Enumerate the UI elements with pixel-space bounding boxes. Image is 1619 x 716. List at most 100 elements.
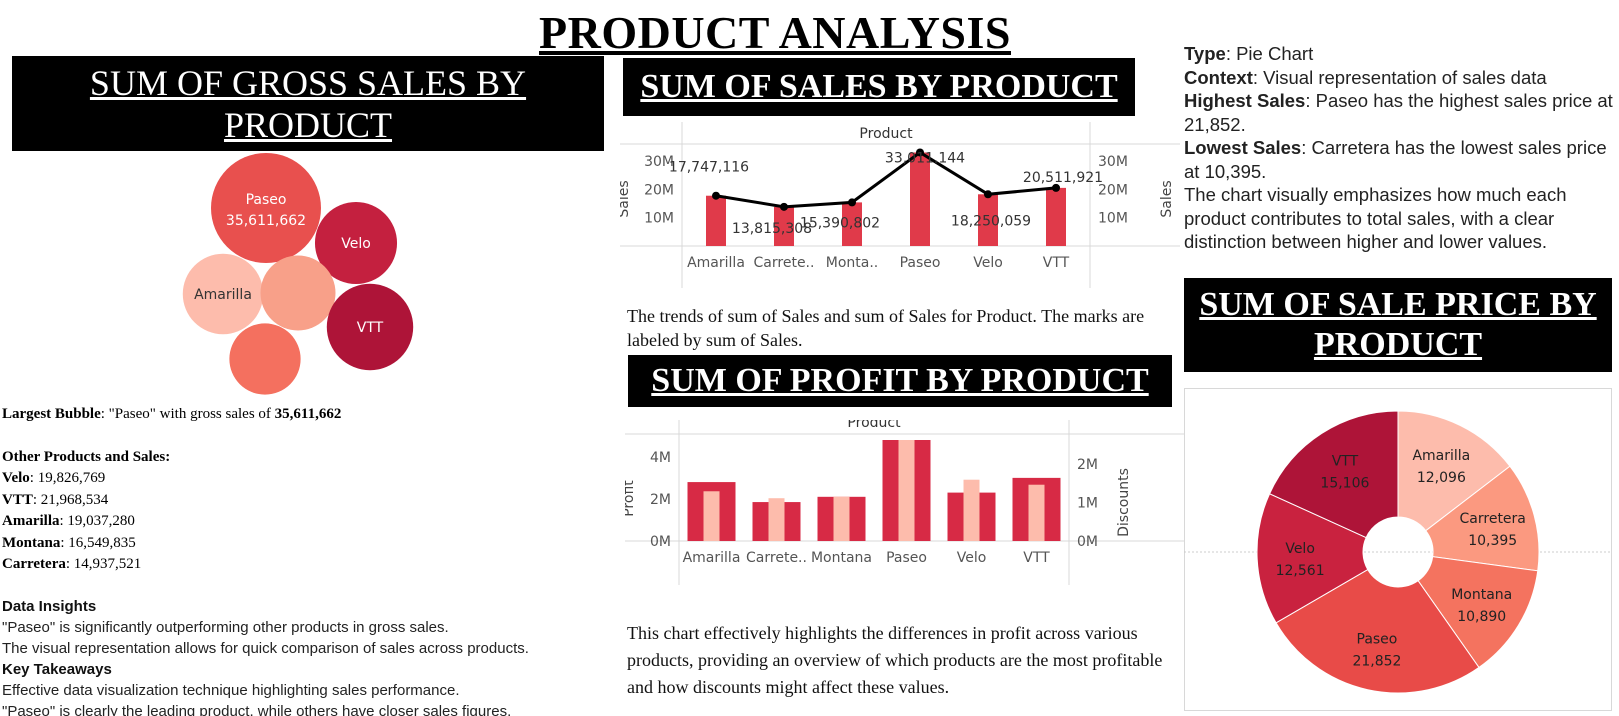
- other-product-row: Amarilla: 19,037,280: [2, 513, 135, 529]
- gross-sales-header: SUM OF GROSS SALES BY PRODUCT: [12, 56, 604, 151]
- type-label: Type: [1184, 43, 1226, 64]
- page-title: PRODUCT ANALYSIS: [539, 7, 1011, 58]
- price-header: SUM OF SALE PRICE BY PRODUCT: [1184, 278, 1612, 372]
- sales-category-label: VTT: [1043, 255, 1070, 271]
- sales-category-label: Paseo: [900, 255, 941, 271]
- donut-slice-carretera: [1425, 465, 1540, 572]
- donut-slice-paseo: [1275, 568, 1480, 694]
- donut-value-label: 10,890: [1457, 609, 1506, 625]
- insight-line: "Paseo" is significantly outperforming o…: [2, 619, 449, 636]
- gross-sales-notes: Largest Bubble: "Paseo" with gross sales…: [2, 404, 602, 576]
- bubble-paseo: [211, 153, 321, 263]
- lowest-value: : Carretera has the lowest sales price a…: [1184, 137, 1607, 182]
- discount-bar: [898, 440, 915, 541]
- gross-bubble-chart: Paseo 35,611,662 Velo Amarilla VTT: [182, 153, 414, 395]
- profit-category-label: Velo: [957, 550, 987, 566]
- bubble-label: VTT: [357, 320, 384, 336]
- profit-category-label: Carrete..: [746, 550, 807, 566]
- bubble-amarilla: [182, 253, 264, 335]
- profit-category-label: Montana: [811, 550, 872, 566]
- price-summary: The chart visually emphasizes how much e…: [1184, 184, 1567, 252]
- discount-bar: [1028, 484, 1045, 541]
- sales-ylabel-right: Sales: [1159, 180, 1175, 217]
- other-products-heading: Other Products and Sales:: [2, 448, 171, 465]
- sales-header-label: Product: [859, 126, 913, 142]
- price-notes: Type: Pie Chart Context: Visual represen…: [1184, 42, 1614, 254]
- bubble-value-label: 35,611,662: [226, 213, 306, 229]
- sales-category-label: Monta..: [826, 255, 879, 271]
- profit-ytick-left: 4M: [650, 450, 671, 466]
- other-product-row: Velo: 19,826,769: [2, 470, 106, 486]
- bubble-label: Paseo: [246, 192, 287, 208]
- profit-bar-chart: Product Profit Discounts 0M 2M 4M 0M 1M 2M Amari…: [625, 420, 1185, 585]
- sales-description: The trends of sum of Sales and sum of Sa…: [627, 306, 1145, 350]
- profit-ytick-left: 0M: [650, 534, 671, 550]
- sales-ytick-left: 30M: [644, 154, 674, 170]
- bubble-carretera: [229, 323, 301, 395]
- donut-slice-label: Carretera: [1460, 511, 1526, 527]
- sales-bar: [910, 152, 930, 246]
- context-label: Context: [1184, 66, 1253, 88]
- sales-ytick-right: 30M: [1098, 154, 1128, 170]
- sales-data-label: 20,511,921: [1023, 170, 1103, 186]
- donut-slice-label: VTT: [1332, 454, 1359, 470]
- context-value: : Visual representation of sales data: [1252, 66, 1547, 88]
- donut-value-label: 12,096: [1417, 470, 1466, 486]
- sales-data-label: 17,747,116: [669, 160, 749, 176]
- sales-point: [916, 148, 924, 157]
- profit-ytick-right: 0M: [1077, 534, 1098, 550]
- profit-description: This chart effectively highlights the di…: [627, 623, 1163, 697]
- takeaway-line: Effective data visualization technique h…: [2, 682, 460, 699]
- donut-slice-label: Velo: [1285, 541, 1315, 557]
- insights-heading: Data Insights: [2, 598, 97, 615]
- sales-bar: [842, 202, 862, 246]
- donut-frame: [1184, 388, 1612, 711]
- discount-bar: [833, 496, 850, 541]
- other-product-row: VTT: 21,968,534: [2, 491, 109, 508]
- other-product-row: Montana: 16,549,835: [2, 534, 136, 551]
- sales-category-label: Amarilla: [687, 255, 745, 271]
- profit-ytick-right: 1M: [1077, 495, 1098, 511]
- sales-point: [712, 191, 720, 200]
- donut-slice-montana: [1417, 556, 1539, 669]
- profit-header: SUM OF PROFIT BY PRODUCT: [628, 355, 1172, 407]
- discount-bar: [963, 479, 980, 541]
- profit-ylabel-left: Profit: [625, 480, 637, 517]
- largest-bubble-text: : "Paseo" with gross sales of: [100, 406, 275, 422]
- other-product-row: Carretera: 14,937,521: [2, 556, 142, 572]
- sales-bar: [978, 194, 998, 246]
- lowest-label: Lowest Sales: [1184, 137, 1302, 158]
- donut-value-label: 12,561: [1276, 563, 1325, 579]
- sales-combo-chart: Product Sales Sales 10M 10M 20M 20M 30M 30M Amar…: [620, 122, 1180, 288]
- sales-trend-line: [715, 150, 1057, 209]
- donut-value-label: 15,106: [1320, 476, 1369, 492]
- sales-header: SUM OF SALES BY PRODUCT: [623, 58, 1135, 116]
- profit-category-label: VTT: [1023, 550, 1050, 566]
- insight-line: The visual representation allows for qui…: [2, 640, 529, 657]
- largest-bubble-label: Largest Bubble: [2, 406, 101, 422]
- discount-bar: [768, 498, 785, 541]
- sales-ytick-left: 10M: [644, 211, 674, 227]
- sales-data-label: 13,815,308: [732, 221, 812, 237]
- profit-ytick-right: 2M: [1077, 457, 1098, 473]
- sales-ylabel-left: Sales: [620, 180, 632, 217]
- highest-label: Highest Sales: [1184, 90, 1306, 111]
- sales-data-label: 15,390,802: [800, 215, 880, 231]
- profit-ytick-left: 2M: [650, 492, 671, 508]
- donut-slice-amarilla: [1397, 410, 1511, 532]
- price-donut-chart: Amarilla 12,096 Carretera 10,395 Montana 10,8…: [1184, 388, 1612, 711]
- donut-value-label: 21,852: [1352, 654, 1401, 670]
- profit-category-label: Paseo: [886, 550, 927, 566]
- sales-bar: [774, 206, 794, 246]
- type-value: : Pie Chart: [1225, 43, 1314, 64]
- sales-category-label: Velo: [973, 255, 1003, 271]
- sales-point: [848, 198, 856, 207]
- bubble-label: Velo: [341, 236, 371, 252]
- sales-bar: [1046, 187, 1066, 246]
- bubble-velo: [314, 201, 398, 285]
- donut-value-label: 10,395: [1468, 533, 1517, 549]
- donut-slice-label: Montana: [1451, 587, 1512, 603]
- bubble-montana: [260, 255, 336, 331]
- bubble-label: Amarilla: [194, 287, 252, 303]
- donut-slice-vtt: [1268, 410, 1399, 539]
